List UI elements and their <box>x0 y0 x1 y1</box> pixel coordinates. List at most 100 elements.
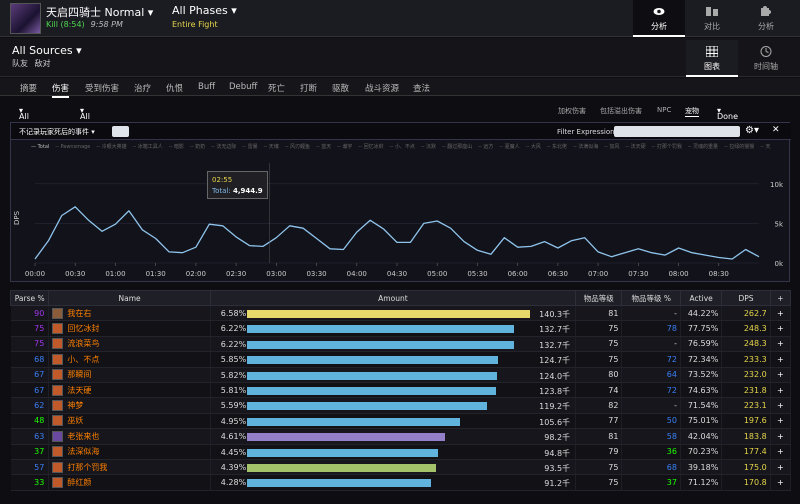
add-button[interactable]: + <box>770 397 792 414</box>
add-button[interactable]: + <box>770 474 792 491</box>
tab-debuffs[interactable]: Debuff <box>229 82 258 92</box>
legend-item[interactable]: -- 奶奶 <box>190 144 206 150</box>
player-name-cell[interactable]: 打那个罚我 <box>48 459 211 476</box>
death-filter-dropdown[interactable]: 不记录玩家死后的事件 ▾ <box>19 128 95 136</box>
option-pets[interactable]: 宠物 <box>685 107 699 117</box>
add-button[interactable]: + <box>770 413 792 430</box>
legend-item[interactable]: -- 翻过那座山 <box>442 144 473 150</box>
col-parse[interactable]: Parse % <box>9 290 50 306</box>
player-name-cell[interactable]: 小、不点 <box>48 351 211 368</box>
table-row[interactable]: 48 巫妖 4.95% 105.6千 77 50 75.01% 197.6 + <box>10 413 792 430</box>
player-name[interactable]: 神梦 <box>67 401 84 411</box>
col-dps[interactable]: DPS <box>721 290 771 306</box>
player-name[interactable]: 那瞬间 <box>67 370 92 380</box>
player-name-cell[interactable]: 老张来也 <box>48 428 211 445</box>
view-tab-timeline[interactable]: 时间轴 <box>740 40 792 77</box>
legend-item[interactable]: -- 天魂 <box>263 144 279 150</box>
table-row[interactable]: 90 我在右 6.58% 140.3千 81-44.22% 262.7 + <box>10 305 792 322</box>
player-name-cell[interactable]: 那瞬间 <box>48 367 211 383</box>
col-name[interactable]: Name <box>48 290 211 306</box>
table-row[interactable]: 63 老张来也 4.61% 98.2千 81 58 42.04% 183.8 + <box>10 428 792 445</box>
legend-item[interactable]: -- 法无边际 <box>211 144 237 150</box>
player-name-cell[interactable]: 回忆冰封 <box>48 320 211 337</box>
player-name[interactable]: 小、不点 <box>67 354 100 364</box>
legend-item[interactable]: -- Pawnsmage <box>55 144 91 150</box>
tab-threat[interactable]: 仇恨 <box>166 84 184 94</box>
add-button[interactable]: + <box>770 351 792 368</box>
player-name-cell[interactable]: 法深似海 <box>48 444 211 460</box>
source-filter[interactable]: 队友 敌对 <box>12 59 51 68</box>
add-button[interactable]: + <box>770 382 792 399</box>
player-name[interactable]: 法天硬 <box>67 385 92 395</box>
abilities-dropdown[interactable]: All Abilities ▾ <box>80 106 112 130</box>
option-overkill[interactable]: 包括溢出伤害 <box>600 107 642 115</box>
gear-icon[interactable]: ⚙▾ <box>745 125 759 136</box>
table-row[interactable]: 62 神梦 5.59% 119.2千 82-71.54% 223.1 + <box>10 397 792 414</box>
close-icon[interactable]: ✕ <box>772 125 780 135</box>
tab-deaths[interactable]: 死亡 <box>268 84 286 94</box>
legend-item[interactable]: -- 远方 <box>478 144 494 150</box>
legend-item[interactable]: — Total <box>31 144 50 150</box>
col-ilvl-pct[interactable]: 物品等级 % <box>621 290 681 306</box>
add-button[interactable]: + <box>770 459 792 476</box>
legend-item[interactable]: -- 法天硬 <box>625 144 646 150</box>
player-name[interactable]: 老张来也 <box>67 431 100 441</box>
tab-damage-taken[interactable]: 受到伤害 <box>85 84 120 94</box>
player-name[interactable]: 回忆冰封 <box>67 324 100 334</box>
table-row[interactable]: 37 法深似海 4.45% 94.8千 79 36 70.23% 177.4 + <box>10 444 792 460</box>
legend-item[interactable]: -- 风刃鲤鱼 <box>284 144 311 150</box>
player-name-cell[interactable]: 巫妖 <box>48 413 211 430</box>
tab-casts[interactable]: 查法 <box>413 84 431 94</box>
add-button[interactable]: + <box>770 336 792 353</box>
tab-compare[interactable]: 对比 <box>686 0 738 37</box>
table-row[interactable]: 75 回忆冰封 6.22% 132.7千 75 78 77.75% 248.3 + <box>10 320 792 337</box>
phase-selector[interactable]: All Phases ▾ <box>172 4 237 17</box>
option-weighted[interactable]: 加权伤害 <box>558 107 586 115</box>
add-button[interactable]: + <box>770 367 792 383</box>
legend-item[interactable]: -- 小、不点 <box>389 144 415 150</box>
legend-item[interactable]: -- 暗影 <box>168 144 184 150</box>
legend-item[interactable]: -- 拉绿的猴猴 <box>724 144 755 150</box>
add-button[interactable]: + <box>770 444 792 460</box>
tab-summary[interactable]: 摘要 <box>20 84 38 94</box>
toggle-box[interactable] <box>112 126 129 137</box>
player-name-cell[interactable]: 我在右 <box>48 305 211 322</box>
done-by-dropdown[interactable]: Done By Source ▾ <box>717 106 744 139</box>
dps-line-chart[interactable]: 00:00 00:30 01:00 01:30 02:00 02:30 03:00 03:30… <box>11 123 791 283</box>
filter-expression-input[interactable] <box>614 126 740 137</box>
series-line-total[interactable] <box>34 206 760 260</box>
col-amount[interactable]: Amount <box>209 290 577 306</box>
tab-analysis-2[interactable]: 分析 <box>740 0 792 37</box>
view-tab-table[interactable]: 图表 <box>686 40 738 77</box>
tab-dispels[interactable]: 驱散 <box>332 84 350 94</box>
legend-item[interactable]: -- 回忆冰封 <box>358 144 384 150</box>
col-add[interactable]: + <box>769 290 792 306</box>
player-name-cell[interactable]: 法天硬 <box>48 382 211 399</box>
player-name[interactable]: 醉红颜 <box>67 477 92 487</box>
source-selector[interactable]: All Sources ▾ <box>12 44 82 57</box>
table-row[interactable]: 75 流浪菜鸟 6.22% 132.7千 75-76.59% 248.3 + <box>10 336 792 353</box>
player-name[interactable]: 法深似海 <box>67 447 100 457</box>
table-row[interactable]: 57 打那个罚我 4.39% 93.5千 75 68 39.18% 175.0 + <box>10 459 792 476</box>
player-name-cell[interactable]: 神梦 <box>48 397 211 414</box>
legend-item[interactable]: -- 灵魂的重量 <box>687 144 719 150</box>
option-npc[interactable]: NPC <box>657 106 672 114</box>
legend-item[interactable]: -- 雷暴 <box>242 144 258 150</box>
add-button[interactable]: + <box>770 428 792 445</box>
legend-item[interactable]: -- 蓝天 <box>316 144 332 150</box>
tab-resources[interactable]: 战斗资源 <box>365 84 400 94</box>
player-name[interactable]: 巫妖 <box>67 416 84 426</box>
tab-healing[interactable]: 治疗 <box>134 84 152 94</box>
col-ilvl[interactable]: 物品等级 <box>575 290 623 306</box>
legend-item[interactable]: -- 瀚宇 <box>337 144 353 150</box>
legend-item[interactable]: -- 驱魔人 <box>499 144 520 150</box>
tab-analysis[interactable]: 分析 <box>633 0 685 37</box>
legend-item[interactable]: -- 大风 <box>525 144 541 150</box>
tab-interrupts[interactable]: 打断 <box>300 84 318 94</box>
legend-item[interactable]: -- 冷眼大英雄 <box>96 144 127 150</box>
player-name[interactable]: 我在右 <box>67 308 92 318</box>
player-name-cell[interactable]: 流浪菜鸟 <box>48 336 211 353</box>
add-button[interactable]: + <box>770 320 792 337</box>
table-row[interactable]: 67 那瞬间 5.82% 124.0千 80 64 73.52% 232.0 + <box>10 367 792 383</box>
legend-item[interactable]: -- 天之大地球 <box>760 144 771 150</box>
